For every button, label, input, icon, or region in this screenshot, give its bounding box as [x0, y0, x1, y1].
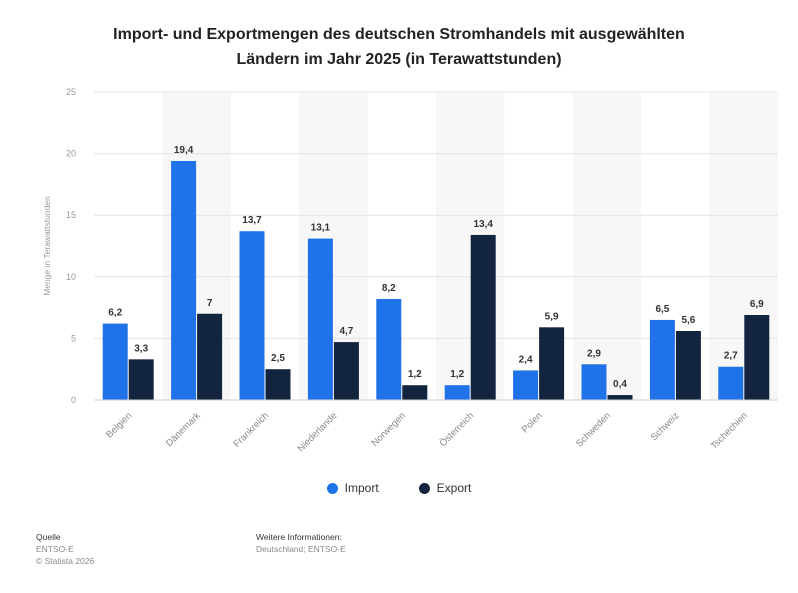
bar-export[interactable]	[333, 342, 359, 400]
x-tick-label: Tschechien	[709, 410, 750, 451]
x-tick-label: Belgien	[104, 410, 134, 440]
bar-import[interactable]	[718, 366, 744, 400]
data-label-import: 6,5	[655, 304, 669, 315]
x-tick-label: Frankreich	[232, 410, 272, 450]
y-tick-label: 20	[66, 149, 76, 159]
legend-swatch-export	[418, 482, 430, 494]
legend-label-export: Export	[436, 481, 472, 495]
y-tick-label: 10	[66, 272, 76, 282]
y-tick-label: 15	[66, 210, 76, 220]
x-tick-label: Dänemark	[164, 410, 203, 449]
bar-export[interactable]	[744, 314, 770, 400]
info-block: Weitere Informationen: Deutschland; ENTS…	[256, 531, 346, 555]
bar-export[interactable]	[607, 395, 633, 400]
bar-import[interactable]	[376, 298, 402, 400]
data-label-export: 0,4	[613, 379, 627, 390]
bar-export[interactable]	[197, 313, 223, 400]
x-tick-label: Niederlande	[296, 410, 340, 454]
bar-import[interactable]	[239, 231, 265, 400]
info-heading[interactable]: Weitere Informationen:	[256, 532, 342, 542]
legend-item-import[interactable]: Import	[326, 481, 379, 495]
data-label-import: 6,2	[108, 308, 122, 319]
x-tick-label: Schweiz	[649, 410, 682, 443]
chart-legend: Import Export	[0, 481, 798, 495]
data-label-export: 7	[207, 298, 213, 309]
y-axis-title: Menge in Terawattstunden	[42, 196, 52, 296]
data-label-export: 5,6	[681, 315, 695, 326]
bar-import[interactable]	[171, 160, 197, 400]
source-name[interactable]: ENTSO-E	[36, 544, 74, 554]
data-label-import: 2,4	[519, 354, 533, 365]
x-tick-label: Schweden	[574, 410, 613, 449]
x-tick-label: Polen	[520, 410, 545, 435]
bar-import[interactable]	[581, 364, 607, 400]
info-text: Deutschland; ENTSO-E	[256, 544, 346, 554]
data-label-export: 3,3	[134, 343, 148, 354]
legend-label-import: Import	[344, 481, 379, 495]
data-label-import: 1,2	[450, 369, 464, 380]
bar-import[interactable]	[513, 370, 539, 400]
y-tick-label: 25	[66, 87, 76, 97]
data-label-export: 1,2	[408, 369, 422, 380]
source-heading: Quelle	[36, 532, 61, 542]
data-label-export: 5,9	[545, 311, 559, 322]
bar-export[interactable]	[128, 359, 154, 400]
bar-import[interactable]	[102, 323, 128, 400]
bar-export[interactable]	[265, 369, 291, 400]
data-label-export: 4,7	[339, 326, 353, 337]
bar-export[interactable]	[539, 327, 565, 400]
bar-export[interactable]	[675, 331, 701, 400]
legend-item-export[interactable]: Export	[418, 481, 472, 495]
data-label-export: 13,4	[473, 219, 493, 230]
bar-import[interactable]	[444, 385, 470, 400]
data-label-export: 2,5	[271, 353, 285, 364]
bar-export[interactable]	[470, 234, 496, 400]
source-block: Quelle ENTSO-E © Statista 2026	[36, 531, 94, 567]
copyright: © Statista 2026	[36, 556, 95, 566]
bar-import[interactable]	[307, 238, 333, 400]
y-tick-label: 0	[71, 395, 76, 405]
y-tick-label: 5	[71, 333, 76, 343]
data-label-import: 8,2	[382, 283, 396, 294]
data-label-import: 19,4	[174, 145, 194, 156]
data-label-export: 6,9	[750, 299, 764, 310]
bar-chart: 0 5 10 15 20 25 Menge in Terawattstunden 6,2 3,3…	[42, 87, 778, 454]
bar-import[interactable]	[649, 319, 675, 400]
x-tick-label: Österreich	[438, 410, 477, 449]
data-label-import: 13,7	[242, 215, 262, 226]
data-label-import: 2,7	[724, 351, 738, 362]
bar-export[interactable]	[402, 385, 428, 400]
x-tick-label: Norwegen	[370, 410, 408, 448]
data-label-import: 2,9	[587, 348, 601, 359]
chart-title: Import- und Exportmengen des deutschen S…	[0, 22, 798, 72]
data-label-import: 13,1	[311, 223, 331, 234]
chart-title-line-1: Import- und Exportmengen des deutschen S…	[113, 26, 685, 43]
category-band	[572, 92, 642, 400]
chart-title-line-2: Ländern im Jahr 2025 (in Terawattstunden…	[236, 51, 562, 68]
legend-swatch-import	[326, 482, 338, 494]
